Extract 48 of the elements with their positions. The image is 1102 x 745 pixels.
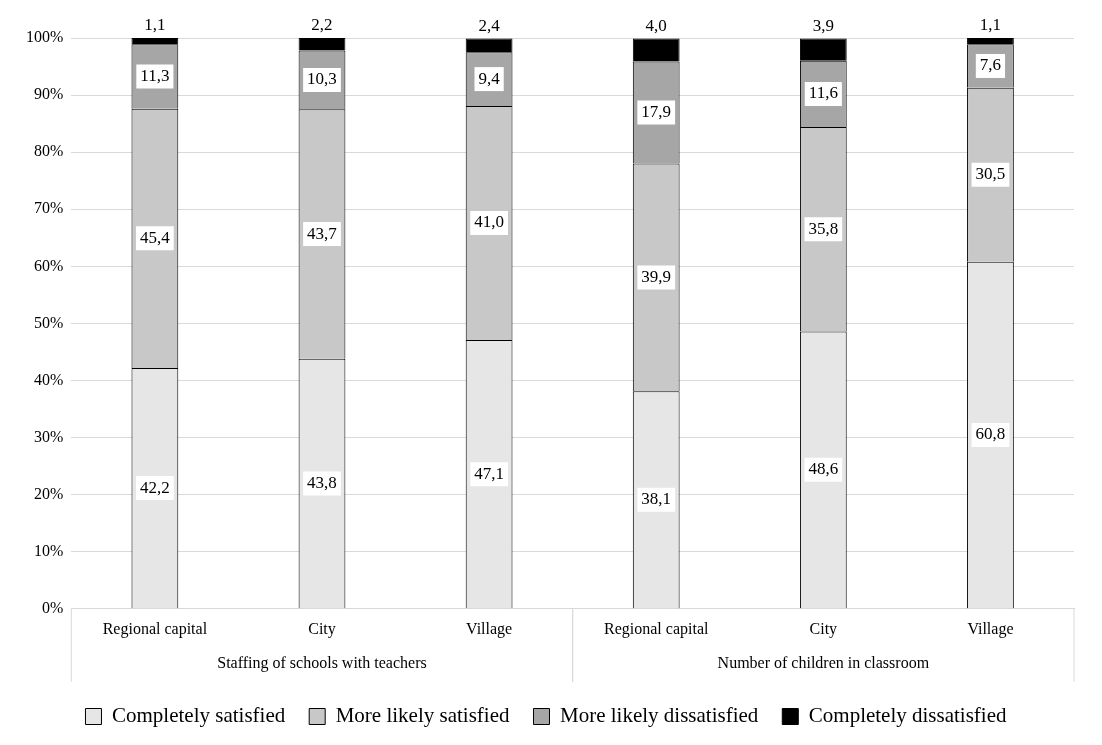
x-tick-label: Regional capital xyxy=(102,619,208,638)
data-label: 41,0 xyxy=(474,212,504,232)
data-label: 38,1 xyxy=(641,489,672,509)
data-label: 2,4 xyxy=(478,16,501,36)
data-label: 9,4 xyxy=(478,68,501,88)
data-label: 1,1 xyxy=(979,15,1002,35)
data-label: 35,8 xyxy=(808,218,839,238)
data-label: 4,0 xyxy=(645,16,667,36)
legend-label: More likely satisfied xyxy=(335,703,510,728)
data-label: 39,9 xyxy=(641,266,672,286)
data-label: 45,4 xyxy=(140,227,171,247)
x-tick-label: City xyxy=(308,619,336,638)
y-tick-label: 90% xyxy=(34,85,64,103)
data-label: 2,2 xyxy=(311,15,333,35)
data-label: 42,2 xyxy=(140,477,170,497)
data-label: 11,6 xyxy=(808,83,838,103)
legend-label: Completely dissatisfied xyxy=(808,703,1008,728)
y-tick-label: 100% xyxy=(26,28,64,46)
data-label: 11,3 xyxy=(140,66,170,85)
legend-label: More likely dissatisfied xyxy=(559,703,759,728)
legend-label: Completely satisfied xyxy=(111,703,286,728)
data-label: 43,7 xyxy=(307,223,338,243)
data-label: 43,8 xyxy=(307,473,337,493)
y-tick-label: 30% xyxy=(34,427,64,445)
text: Number of children in classroom xyxy=(717,654,930,672)
data-label: 60,8 xyxy=(975,424,1006,444)
x-tick-label: Regional capital xyxy=(604,619,709,638)
data-label: 30,5 xyxy=(975,164,1006,184)
bar xyxy=(967,38,1014,45)
y-tick-label: 70% xyxy=(34,199,64,217)
data-label: 47,1 xyxy=(474,463,504,483)
data-label: 1,1 xyxy=(144,15,166,35)
x-tick-label: City xyxy=(809,619,838,638)
data-label: 17,9 xyxy=(641,101,672,121)
y-tick-label: 40% xyxy=(34,370,64,388)
y-tick-label: 60% xyxy=(34,256,64,274)
y-tick-label: 10% xyxy=(34,541,64,559)
y-tick-label: 0% xyxy=(42,599,64,616)
data-label: 10,3 xyxy=(307,69,337,89)
x-tick-label: Village xyxy=(466,619,513,638)
y-tick-label: 50% xyxy=(34,313,64,331)
data-label: 48,6 xyxy=(808,459,839,479)
y-tick-label: 20% xyxy=(34,484,64,502)
data-label: 7,6 xyxy=(979,55,1002,75)
y-tick-label: 80% xyxy=(34,142,64,160)
text: Staffing of schools with teachers xyxy=(217,654,427,673)
x-tick-label: Village xyxy=(967,619,1014,638)
data-label: 3,9 xyxy=(812,16,834,36)
